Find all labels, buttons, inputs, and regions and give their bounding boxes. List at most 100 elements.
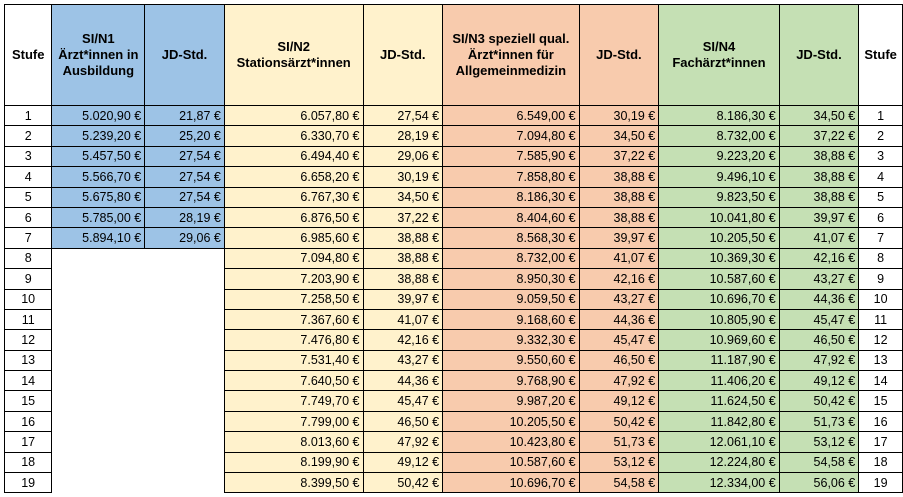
cell-n1-jd: 27,54 € <box>144 186 225 208</box>
cell-stufe-right: 14 <box>858 370 903 392</box>
cell-n4-salary: 10.969,60 € <box>658 329 780 351</box>
cell-n3-salary: 7.094,80 € <box>442 125 580 147</box>
empty-cell <box>144 289 225 310</box>
header-n1: SI/N1 Ärzt*innen in Ausbildung <box>51 4 146 106</box>
cell-n3-salary: 10.696,70 € <box>442 472 580 494</box>
empty-cell <box>144 329 225 351</box>
cell-n4-salary: 12.334,00 € <box>658 472 780 494</box>
cell-n4-salary: 10.041,80 € <box>658 206 780 229</box>
cell-n3-salary: 10.205,50 € <box>442 410 580 433</box>
cell-n4-jd: 47,92 € <box>778 349 860 372</box>
cell-n2-jd: 39,97 € <box>362 288 444 310</box>
cell-n2-jd: 28,19 € <box>362 125 444 147</box>
cell-n1-salary: 5.675,80 € <box>51 186 146 208</box>
empty-cell <box>144 248 225 269</box>
table-row: 5 5.675,80 €27,54 €6.767,30 €34,50 €8.186… <box>3 186 903 208</box>
cell-stufe: 10 <box>3 288 53 310</box>
cell-n4-jd: 41,07 € <box>778 227 860 249</box>
cell-n2-jd: 44,36 € <box>362 370 444 392</box>
cell-n1-jd: 27,54 € <box>144 145 225 168</box>
cell-n2-jd: 29,06 € <box>362 145 444 168</box>
table-row: 8 7.094,80 €38,88 €8.732,00 €41,07 €10.36… <box>3 247 903 270</box>
cell-n3-salary: 9.332,30 € <box>442 329 580 351</box>
cell-n4-salary: 11.624,50 € <box>658 390 780 412</box>
cell-n4-salary: 10.587,60 € <box>658 268 780 290</box>
cell-n4-salary: 10.805,90 € <box>658 308 780 331</box>
empty-cell <box>51 390 145 412</box>
header-n2: SI/N2 Stationsärzt*innen <box>223 4 364 106</box>
cell-n3-jd: 38,88 € <box>578 206 660 229</box>
cell-stufe: 7 <box>3 227 53 249</box>
cell-n1-salary: 5.566,70 € <box>51 166 146 188</box>
cell-n2-jd: 45,47 € <box>362 390 444 412</box>
empty-cell <box>144 370 225 391</box>
cell-n3-salary: 7.585,90 € <box>442 145 580 168</box>
cell-stufe: 2 <box>3 125 53 147</box>
empty-cell <box>144 390 225 412</box>
cell-n3-jd: 38,88 € <box>578 166 660 188</box>
cell-stufe: 14 <box>3 370 53 392</box>
cell-stufe: 17 <box>3 431 53 453</box>
cell-n2-salary: 6.330,70 € <box>223 125 364 147</box>
cell-n3-salary: 9.168,60 € <box>442 308 580 331</box>
cell-n3-salary: 10.423,80 € <box>442 431 580 453</box>
empty-cell <box>51 411 145 432</box>
table-row: 19 8.399,50 €50,42 €10.696,70 €54,58 €12.… <box>3 472 903 494</box>
cell-stufe: 12 <box>3 329 53 351</box>
cell-n2-jd: 47,92 € <box>362 431 444 453</box>
cell-stufe: 16 <box>3 410 53 433</box>
cell-stufe-right: 6 <box>858 206 903 229</box>
table-row: 16 7.799,00 €46,50 €10.205,50 €50,42 €11.… <box>3 410 903 433</box>
header-n1-jd: JD-Std. <box>144 4 225 106</box>
table-row: 11 7.367,60 €41,07 €9.168,60 €44,36 €10.8… <box>3 308 903 331</box>
cell-n3-jd: 46,50 € <box>578 349 660 372</box>
cell-n1-jd: 25,20 € <box>144 125 225 147</box>
cell-n4-salary: 9.823,50 € <box>658 186 780 208</box>
cell-stufe-right: 8 <box>858 247 903 270</box>
header-row: Stufe SI/N1 Ärzt*innen in Ausbildung JD-… <box>3 4 903 106</box>
empty-cell <box>144 350 225 371</box>
cell-n3-jd: 41,07 € <box>578 247 660 270</box>
cell-stufe-right: 1 <box>858 104 903 127</box>
cell-n2-salary: 7.531,40 € <box>223 349 364 372</box>
cell-n3-jd: 51,73 € <box>578 431 660 453</box>
cell-n2-salary: 6.985,60 € <box>223 227 364 249</box>
cell-n2-jd: 50,42 € <box>362 472 444 494</box>
empty-cell <box>51 472 145 493</box>
cell-n3-salary: 9.987,20 € <box>442 390 580 412</box>
header-stufe: Stufe <box>3 4 53 106</box>
cell-stufe: 15 <box>3 390 53 412</box>
header-n4: SI/N4 Fachärzt*innen <box>658 4 780 106</box>
header-stufe-right: Stufe <box>858 4 903 106</box>
cell-n4-jd: 42,16 € <box>778 247 860 270</box>
cell-stufe-right: 2 <box>858 125 903 147</box>
table-row: 13 7.531,40 €43,27 €9.550,60 €46,50 €11.1… <box>3 349 903 372</box>
empty-cell <box>51 350 145 371</box>
cell-n2-salary: 6.876,50 € <box>223 206 364 229</box>
header-n2-jd: JD-Std. <box>362 4 444 106</box>
cell-n3-jd: 54,58 € <box>578 472 660 494</box>
cell-n2-jd: 27,54 € <box>362 104 444 127</box>
cell-n4-jd: 54,58 € <box>778 451 860 474</box>
empty-cell <box>51 329 145 351</box>
cell-n4-jd: 43,27 € <box>778 268 860 290</box>
cell-n1-jd: 21,87 € <box>144 104 225 127</box>
table-row: 18 8.199,90 €49,12 €10.587,60 €53,12 €12.… <box>3 451 903 474</box>
empty-cell <box>144 472 225 493</box>
cell-n3-jd: 30,19 € <box>578 104 660 127</box>
cell-n1-jd: 29,06 € <box>144 227 225 249</box>
empty-cell <box>144 452 225 473</box>
cell-stufe-right: 16 <box>858 410 903 433</box>
cell-n1-salary: 5.020,90 € <box>51 104 146 127</box>
cell-n3-jd: 50,42 € <box>578 410 660 433</box>
cell-n3-jd: 49,12 € <box>578 390 660 412</box>
cell-stufe-right: 12 <box>858 329 903 351</box>
cell-n4-jd: 38,88 € <box>778 166 860 188</box>
cell-stufe: 3 <box>3 145 53 168</box>
cell-n4-salary: 8.186,30 € <box>658 104 780 127</box>
cell-stufe-right: 4 <box>858 166 903 188</box>
cell-n2-salary: 7.640,50 € <box>223 370 364 392</box>
cell-n4-jd: 39,97 € <box>778 206 860 229</box>
cell-n2-salary: 7.094,80 € <box>223 247 364 270</box>
cell-n4-salary: 12.224,80 € <box>658 451 780 474</box>
